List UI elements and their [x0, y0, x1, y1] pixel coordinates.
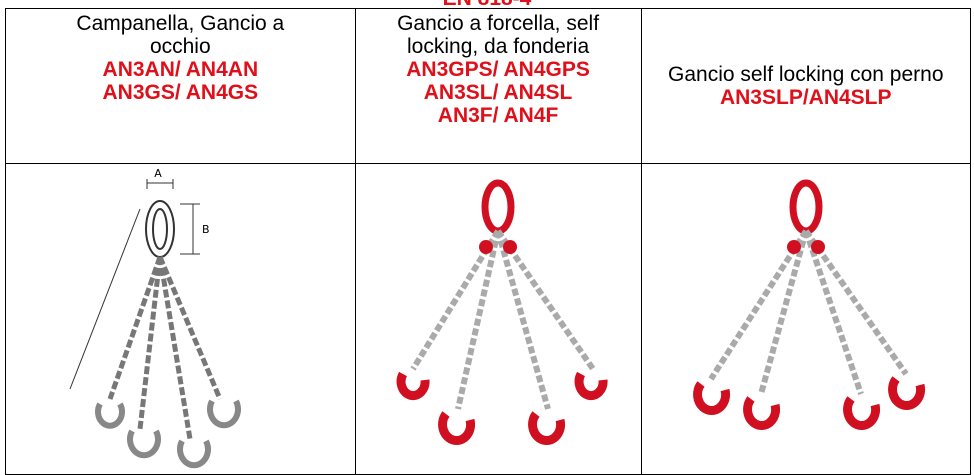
code: AN3SLP/AN4SLP — [719, 86, 892, 109]
code: AN3GS/ AN4GS — [102, 81, 259, 104]
code: AN3SL/ AN4SL — [423, 81, 573, 104]
cell: Campanella, Gancio a occhio AN3AN/ AN4AN… — [5, 8, 356, 164]
sling-photo — [396, 179, 608, 445]
header-row: Campanella, Gancio a occhio AN3AN/ AN4AN… — [5, 8, 971, 164]
dim-label: A — [155, 169, 163, 180]
description: Gancio a forcella, self locking, da fond… — [397, 12, 600, 58]
cell: Gancio self locking con perno AN3SLP/AN4… — [640, 8, 971, 164]
code: AN3F/ AN4F — [437, 104, 559, 127]
cell: Gancio a forcella, self locking, da fond… — [354, 8, 642, 164]
title: EN 818-4 — [0, 0, 974, 10]
dim-label: B — [202, 223, 210, 236]
image-row: A B — [5, 163, 971, 475]
cell — [640, 163, 971, 475]
cell: A B — [5, 163, 356, 475]
sling-drawing: A B — [69, 169, 242, 469]
sling-table: Campanella, Gancio a occhio AN3AN/ AN4AN… — [5, 8, 971, 475]
code: AN3GPS/ AN4GPS — [406, 58, 590, 81]
sling-photo — [692, 179, 925, 430]
cell — [354, 163, 642, 475]
description: Campanella, Gancio a occhio — [76, 12, 285, 58]
code: AN3AN/ AN4AN — [102, 58, 259, 81]
description: Gancio self locking con perno — [668, 63, 944, 86]
